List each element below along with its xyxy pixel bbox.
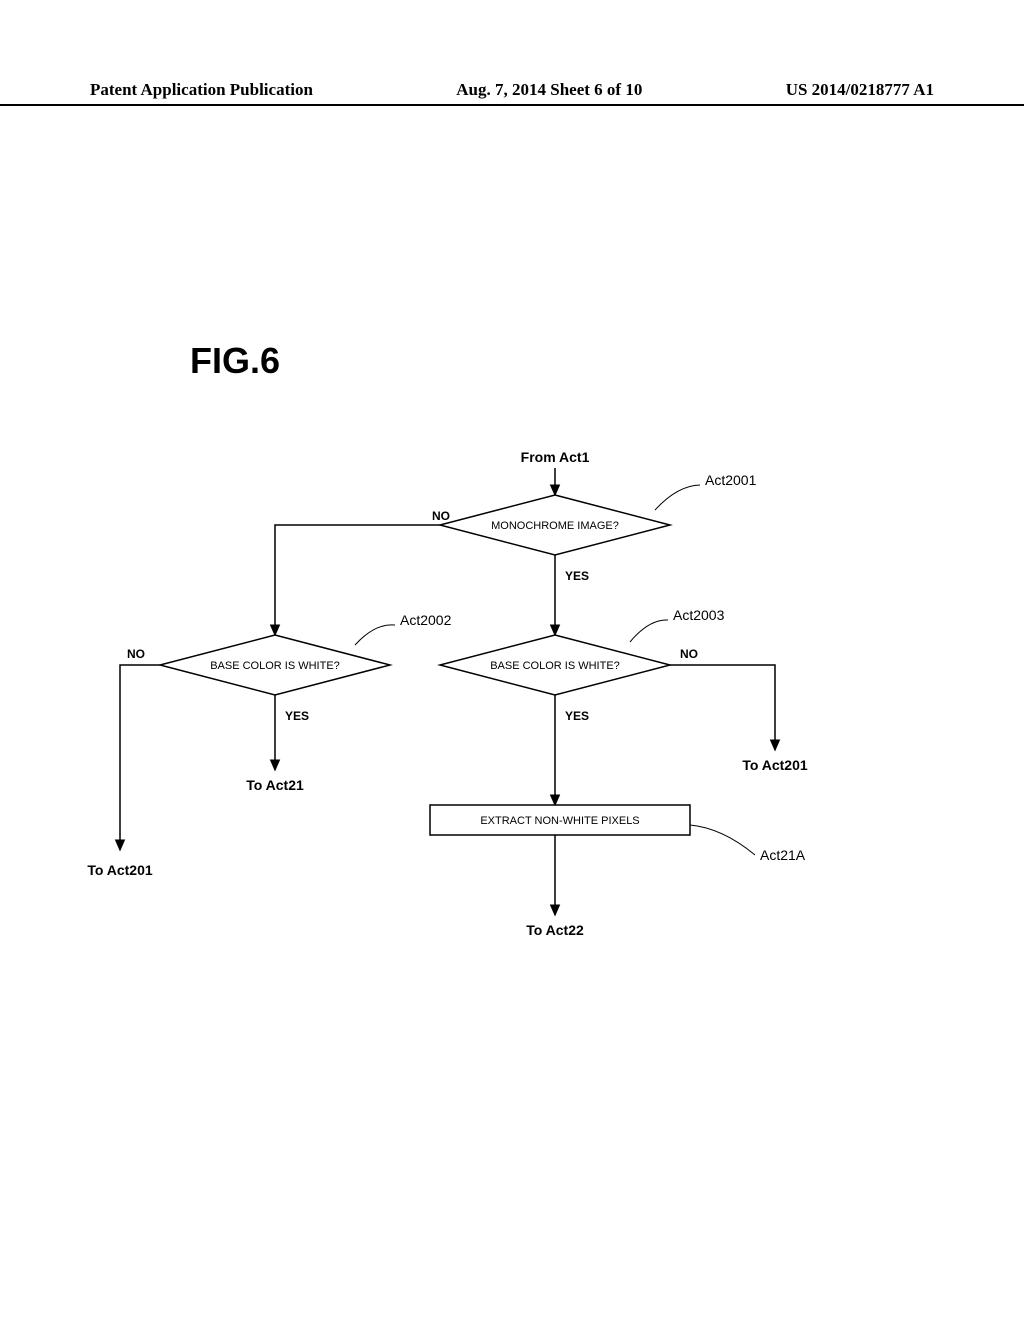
decision-base-white-left-label: BASE COLOR IS WHITE? xyxy=(210,660,340,672)
d2-yes-label: YES xyxy=(285,709,309,723)
d1-no-label: NO xyxy=(432,509,450,523)
callout-d1: Act2001 xyxy=(705,472,757,488)
decision-base-white-right-label: BASE COLOR IS WHITE? xyxy=(490,660,620,672)
callout-d2: Act2002 xyxy=(400,612,452,628)
d3-yes-label: YES xyxy=(565,709,589,723)
entry-label: From Act1 xyxy=(521,449,590,465)
page-header-row: Patent Application Publication Aug. 7, 2… xyxy=(0,80,1024,104)
callout-p1: Act21A xyxy=(760,847,806,863)
callout-d3: Act2003 xyxy=(673,607,725,623)
patent-page: { "header": { "left": "Patent Applicatio… xyxy=(0,0,1024,1320)
header-right: US 2014/0218777 A1 xyxy=(786,80,934,100)
header-mid: Aug. 7, 2014 Sheet 6 of 10 xyxy=(456,80,642,100)
exit-right-yes: To Act22 xyxy=(526,922,584,938)
exit-left-yes: To Act21 xyxy=(246,777,304,793)
process-extract-nonwhite-label: EXTRACT NON-WHITE PIXELS xyxy=(480,815,639,827)
d2-no-label: NO xyxy=(127,647,145,661)
d1-yes-label: YES xyxy=(565,569,589,583)
exit-right-no: To Act201 xyxy=(742,757,808,773)
page-header: Patent Application Publication Aug. 7, 2… xyxy=(0,80,1024,106)
flowchart: From Act1 MONOCHROME IMAGE? NO YES Act2001 BA… xyxy=(0,430,1024,1130)
d3-no-label: NO xyxy=(680,647,698,661)
header-left: Patent Application Publication xyxy=(90,80,313,100)
exit-left-no: To Act201 xyxy=(87,862,153,878)
decision-monochrome-label: MONOCHROME IMAGE? xyxy=(491,520,619,532)
figure-label: FIG.6 xyxy=(190,340,280,382)
